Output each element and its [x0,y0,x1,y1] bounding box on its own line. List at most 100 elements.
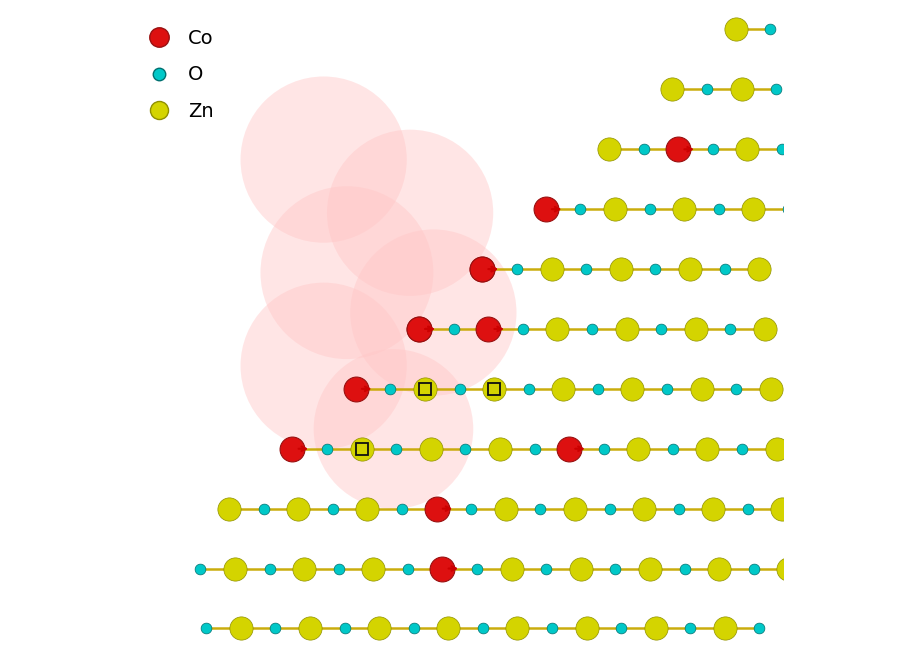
Point [338,623,352,634]
Point [470,563,484,574]
Point [291,503,305,514]
Point [688,324,703,334]
Point [700,444,715,454]
Point [475,264,490,275]
Point [706,144,720,154]
Point [492,444,507,454]
Point [504,563,518,574]
Point [769,84,783,94]
Point [671,144,686,154]
Point [752,623,767,634]
Point [285,444,300,454]
Point [539,563,554,574]
Point [770,444,784,454]
Point [746,563,760,574]
Point [636,144,651,154]
Point [631,444,645,454]
Point [297,563,311,574]
Circle shape [350,229,517,396]
Point [446,324,461,334]
Point [568,503,582,514]
Point [199,623,213,634]
Point [597,444,611,454]
Point [234,623,248,634]
Legend: Co, O, Zn: Co, O, Zn [134,23,220,127]
Point [648,264,662,275]
Point [389,444,403,454]
Point [579,264,593,275]
Point [516,324,530,334]
Bar [356,443,367,455]
Point [746,204,760,215]
Bar [488,383,500,395]
Point [372,623,386,634]
Point [775,503,789,514]
Point [348,384,363,394]
Point [740,144,754,154]
Point [482,324,496,334]
Point [712,204,726,215]
Point [355,444,369,454]
Circle shape [240,283,407,449]
Point [590,384,605,394]
Point [475,264,490,275]
Point [585,324,599,334]
Point [654,324,669,334]
Point [665,84,680,94]
Circle shape [314,349,473,509]
Point [412,324,427,334]
Point [660,384,674,394]
Point [302,623,317,634]
Point [262,563,276,574]
Point [453,384,467,394]
Point [580,623,594,634]
Point [412,324,427,334]
Point [608,563,623,574]
Circle shape [260,186,434,359]
Point [706,503,720,514]
Point [734,84,749,94]
Point [695,384,709,394]
Point [527,444,542,454]
Point [752,264,766,275]
Point [429,503,444,514]
Point [509,264,524,275]
Point [741,503,755,514]
Point [717,623,732,634]
Point [602,144,616,154]
Point [424,444,438,454]
Point [544,264,559,275]
Point [677,204,691,215]
Bar [419,383,431,395]
Point [758,324,772,334]
Point [222,503,237,514]
Point [763,24,778,35]
Point [763,384,778,394]
Point [683,264,698,275]
Point [256,503,271,514]
Point [400,563,415,574]
Point [608,204,622,215]
Point [326,503,340,514]
Point [436,563,450,574]
Point [366,563,381,574]
Point [775,144,789,154]
Point [729,384,743,394]
Point [666,444,680,454]
Point [614,264,628,275]
Point [464,503,479,514]
Point [499,503,513,514]
Point [476,623,491,634]
Point [649,623,663,634]
Point [723,324,737,334]
Point [418,384,432,394]
Point [643,204,657,215]
Point [556,384,571,394]
Point [441,623,455,634]
Point [573,563,588,574]
Point [781,563,796,574]
Point [671,503,686,514]
Point [729,24,743,35]
Point [194,563,208,574]
Point [538,204,553,215]
